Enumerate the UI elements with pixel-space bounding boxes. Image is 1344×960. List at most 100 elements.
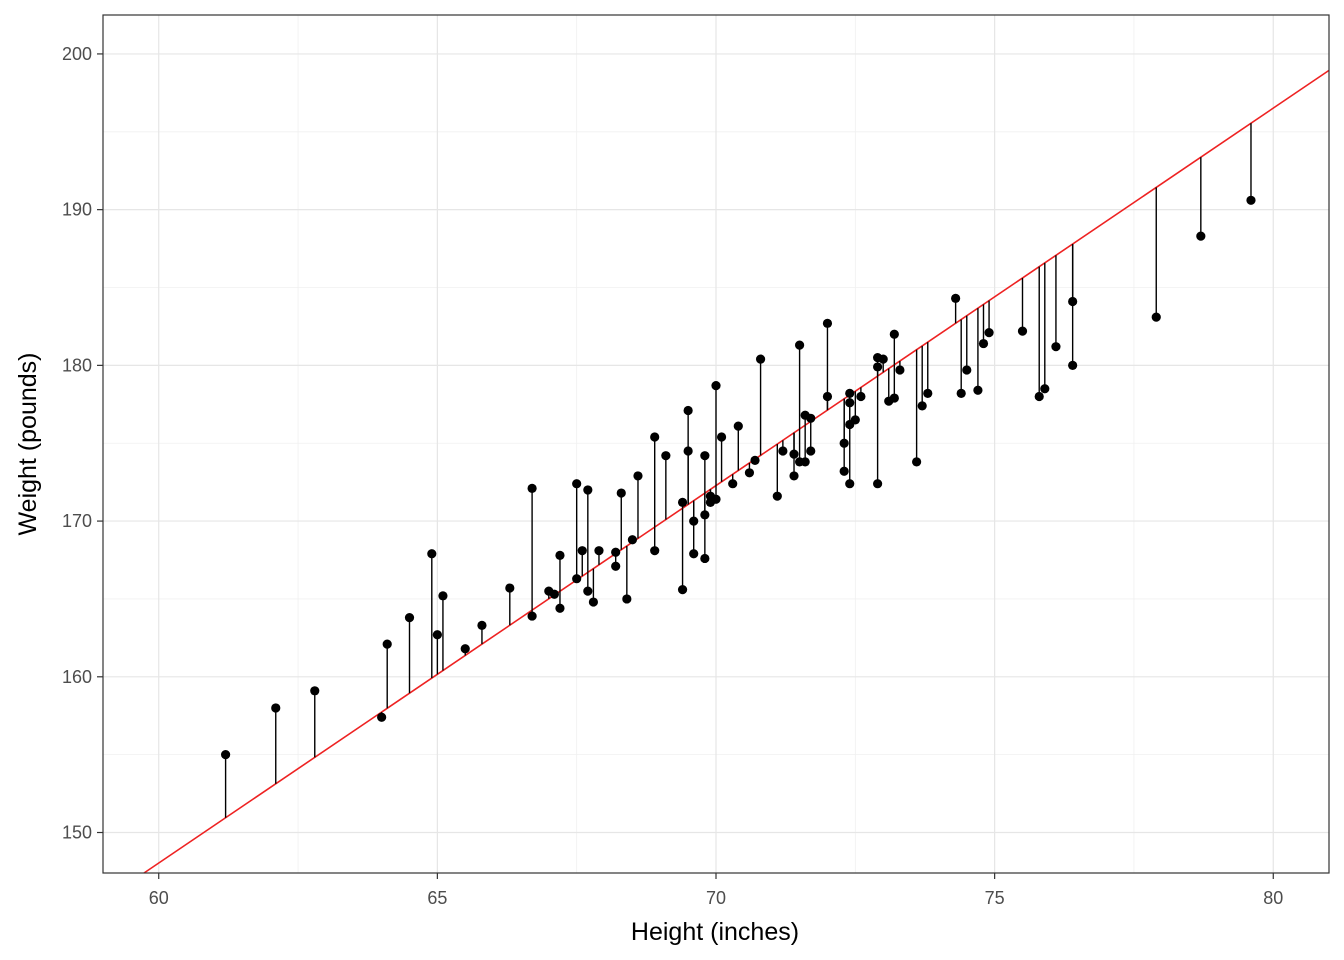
- x-axis-title: Height (inches): [631, 918, 799, 946]
- x-tick-label: 65: [427, 888, 447, 908]
- data-point: [822, 318, 833, 328]
- data-point: [889, 393, 899, 403]
- data-point: [689, 516, 699, 526]
- data-point: [549, 589, 559, 599]
- data-point: [460, 644, 470, 654]
- x-tick-label: 75: [985, 888, 1005, 908]
- data-point: [1246, 195, 1256, 205]
- data-point: [583, 586, 593, 596]
- data-point: [527, 483, 537, 493]
- y-tick-label: 200: [62, 44, 92, 64]
- y-axis: 150 160 170 180 190 200: [62, 44, 103, 843]
- data-point: [951, 293, 961, 304]
- data-point: [912, 457, 922, 467]
- data-point: [889, 329, 899, 339]
- regression-line: [143, 69, 1330, 874]
- data-point: [683, 405, 693, 416]
- data-point: [555, 603, 565, 613]
- data-point: [878, 354, 888, 364]
- data-point: [973, 385, 983, 395]
- data-point: [588, 597, 599, 607]
- data-point: [527, 611, 537, 621]
- data-point: [650, 546, 660, 556]
- data-point: [505, 583, 515, 593]
- data-point: [221, 750, 231, 760]
- data-point: [789, 471, 799, 481]
- data-point: [310, 686, 320, 696]
- data-point: [733, 421, 743, 431]
- data-point: [572, 574, 582, 584]
- y-tick-label: 150: [62, 823, 92, 843]
- data-point: [839, 438, 849, 448]
- data-point: [845, 388, 855, 398]
- y-axis-title: Weight (pounds): [14, 353, 42, 536]
- data-point: [845, 398, 855, 408]
- data-point: [1196, 231, 1206, 241]
- data-point: [611, 547, 621, 557]
- y-tick-label: 170: [62, 511, 92, 531]
- data-point: [271, 703, 281, 713]
- data-point: [728, 479, 738, 489]
- data-point: [700, 510, 710, 520]
- data-point: [583, 485, 593, 495]
- data-point: [923, 388, 933, 398]
- data-point: [577, 546, 587, 556]
- data-point: [895, 365, 905, 375]
- data-point: [800, 457, 810, 467]
- data-point: [984, 328, 994, 338]
- data-point: [772, 491, 782, 501]
- data-point: [477, 620, 487, 631]
- data-point: [873, 479, 883, 489]
- data-point: [627, 535, 638, 545]
- y-tick-label: 160: [62, 667, 92, 687]
- data-point: [806, 446, 816, 456]
- data-point: [822, 391, 833, 402]
- data-point: [377, 712, 387, 722]
- data-point: [689, 549, 699, 559]
- data-point: [750, 455, 760, 465]
- data-points: [221, 195, 1256, 760]
- data-point: [404, 613, 415, 623]
- data-point: [873, 362, 883, 372]
- data-point: [650, 432, 660, 442]
- x-axis: 60 65 70 75 80: [149, 873, 1283, 908]
- data-point: [789, 449, 799, 459]
- data-point: [744, 468, 755, 478]
- data-point: [962, 365, 972, 375]
- data-point: [845, 479, 855, 489]
- data-point: [1040, 384, 1050, 394]
- data-point: [778, 446, 788, 456]
- data-point: [856, 391, 866, 402]
- data-point: [1017, 326, 1028, 336]
- x-tick-label: 70: [706, 888, 726, 908]
- data-point: [806, 413, 816, 423]
- data-point: [711, 381, 721, 391]
- data-point: [427, 549, 437, 559]
- data-point: [677, 497, 688, 507]
- regression-line-group: [143, 69, 1330, 874]
- grid-lines: [103, 15, 1329, 873]
- data-point: [839, 466, 849, 476]
- data-point: [1151, 312, 1161, 322]
- data-point: [611, 561, 621, 571]
- data-point: [432, 630, 442, 640]
- y-tick-label: 190: [62, 200, 92, 220]
- data-point: [616, 488, 626, 498]
- data-point: [917, 401, 927, 411]
- data-point: [978, 338, 989, 349]
- data-point: [633, 471, 643, 481]
- data-point: [677, 584, 688, 595]
- data-point: [683, 446, 693, 456]
- data-point: [1034, 391, 1044, 402]
- y-tick-label: 180: [62, 355, 92, 375]
- data-point: [700, 451, 710, 461]
- data-point: [956, 388, 966, 398]
- data-point: [700, 553, 710, 564]
- residual-segments: [224, 123, 1252, 818]
- data-point: [382, 639, 392, 649]
- data-point: [594, 546, 604, 556]
- data-point: [572, 479, 582, 489]
- data-point: [438, 591, 448, 601]
